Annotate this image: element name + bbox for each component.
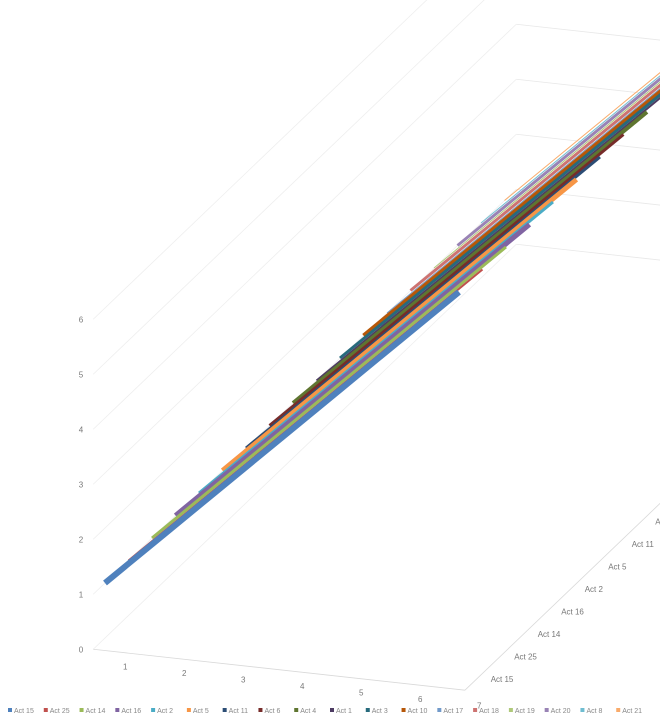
series-line-18 — [504, 72, 660, 201]
floor-right-edge — [464, 502, 660, 691]
x-tick-label-6: 7 — [477, 701, 482, 710]
x-tick-label-2: 3 — [241, 675, 246, 684]
depth-tick-label-1: Act 25 — [514, 652, 537, 661]
series-line-11 — [339, 93, 660, 360]
legend-label-15: Act 19 — [515, 708, 535, 715]
depth-tick-label-6: Act 11 — [632, 540, 655, 549]
legend-swatch-10 — [330, 708, 334, 712]
y-tick-label-5: 5 — [79, 370, 84, 379]
legend-label-14: Act 18 — [479, 708, 499, 715]
gridline-back-4 — [516, 23, 660, 41]
legend-swatch-4 — [115, 708, 120, 712]
legend: Act 15 Act 25 Act 14 Act 16 Act 2 Act 5 Act 11… — [8, 708, 642, 715]
x-tick-label-3: 4 — [300, 682, 305, 691]
legend-swatch-12 — [401, 708, 406, 712]
gridline-side-2 — [92, 133, 517, 540]
y-tick-label-1: 1 — [79, 590, 84, 599]
y-tick-label-6: 6 — [79, 315, 84, 324]
legend-label-12: Act 10 — [408, 708, 428, 715]
series-line-15 — [433, 81, 660, 269]
legend-label-8: Act 6 — [264, 708, 280, 715]
depth-tick-label-4: Act 2 — [585, 585, 604, 594]
series-line-6 — [220, 177, 579, 473]
depth-tick-label-0: Act 15 — [491, 675, 514, 684]
series-line-13 — [386, 87, 660, 314]
series-line-3 — [151, 245, 507, 540]
gridline-side-6 — [92, 0, 428, 320]
legend-label-5: Act 2 — [157, 708, 173, 715]
series-line-8 — [268, 133, 625, 427]
depth-tick-label-3: Act 16 — [561, 607, 584, 616]
legend-swatch-15 — [508, 708, 513, 712]
y-tick-label-2: 2 — [79, 535, 84, 544]
depth-axis-ticks: Act 15 Act 25 Act 14 Act 16 Act 2 Act 5 Act 11… — [491, 517, 660, 684]
legend-swatch-9 — [294, 708, 299, 712]
legend-swatch-6 — [186, 708, 191, 712]
legend-swatch-2 — [43, 708, 48, 712]
floor-front-edge — [93, 648, 465, 691]
depth-tick-label-7: Act 6 — [655, 517, 660, 526]
legend-label-9: Act 4 — [300, 708, 316, 715]
gridline-back-0 — [516, 243, 660, 261]
y-tick-label-4: 4 — [79, 425, 84, 434]
legend-label-13: Act 17 — [443, 708, 463, 715]
legend-label-17: Act 8 — [586, 708, 602, 715]
legend-swatch-11 — [365, 708, 370, 712]
legend-swatch-5 — [151, 708, 156, 712]
depth-tick-label-5: Act 5 — [608, 562, 627, 571]
series-line-9 — [291, 110, 649, 405]
x-tick-label-0: 1 — [123, 662, 128, 671]
legend-swatch-13 — [437, 708, 442, 712]
legend-label-11: Act 3 — [372, 708, 388, 715]
legend-label-4: Act 16 — [121, 708, 141, 715]
y-tick-label-0: 0 — [79, 645, 84, 654]
gridline-back-1 — [516, 188, 660, 206]
series-line-16 — [456, 77, 660, 247]
x-axis-ticks: 1 2 3 4 5 6 7 — [123, 662, 482, 710]
x-tick-label-5: 6 — [418, 695, 423, 704]
legend-swatch-18 — [616, 708, 621, 712]
legend-label-7: Act 11 — [229, 708, 248, 715]
legend-swatch-8 — [258, 708, 263, 712]
y-axis-ticks: 0 1 2 3 4 5 6 — [79, 315, 84, 654]
gridline-side-4 — [92, 23, 517, 430]
gridline-back-3 — [516, 78, 660, 96]
series-line-1 — [103, 289, 461, 586]
legend-label-6: Act 5 — [193, 708, 209, 715]
chart-series — [103, 72, 660, 586]
legend-swatch-3 — [79, 708, 84, 712]
legend-label-2: Act 25 — [50, 708, 70, 715]
legend-swatch-7 — [222, 708, 227, 712]
x-tick-label-1: 2 — [182, 669, 187, 678]
gridline-side-5 — [92, 0, 485, 375]
legend-label-3: Act 14 — [86, 708, 106, 715]
depth-tick-label-2: Act 14 — [538, 630, 561, 639]
gridline-back-5 — [516, 0, 660, 10]
gridline-back-2 — [516, 133, 660, 151]
series-line-17 — [480, 75, 660, 224]
x-tick-label-4: 5 — [359, 688, 364, 697]
legend-swatch-1 — [8, 708, 12, 712]
legend-label-16: Act 20 — [551, 708, 571, 715]
legend-swatch-16 — [544, 708, 549, 712]
legend-swatch-14 — [473, 708, 478, 712]
legend-swatch-17 — [580, 708, 585, 712]
legend-label-1: Act 15 — [14, 708, 34, 715]
gridline-side-3 — [92, 78, 517, 485]
series-line-10 — [315, 96, 660, 382]
y-tick-label-3: 3 — [79, 480, 84, 489]
legend-label-18: Act 21 — [622, 708, 642, 715]
legend-label-10: Act 1 — [336, 708, 352, 715]
series-line-14 — [409, 83, 660, 292]
gridline-side-0 — [92, 243, 517, 650]
series-line-12 — [362, 89, 660, 338]
series-line-4 — [173, 222, 532, 518]
